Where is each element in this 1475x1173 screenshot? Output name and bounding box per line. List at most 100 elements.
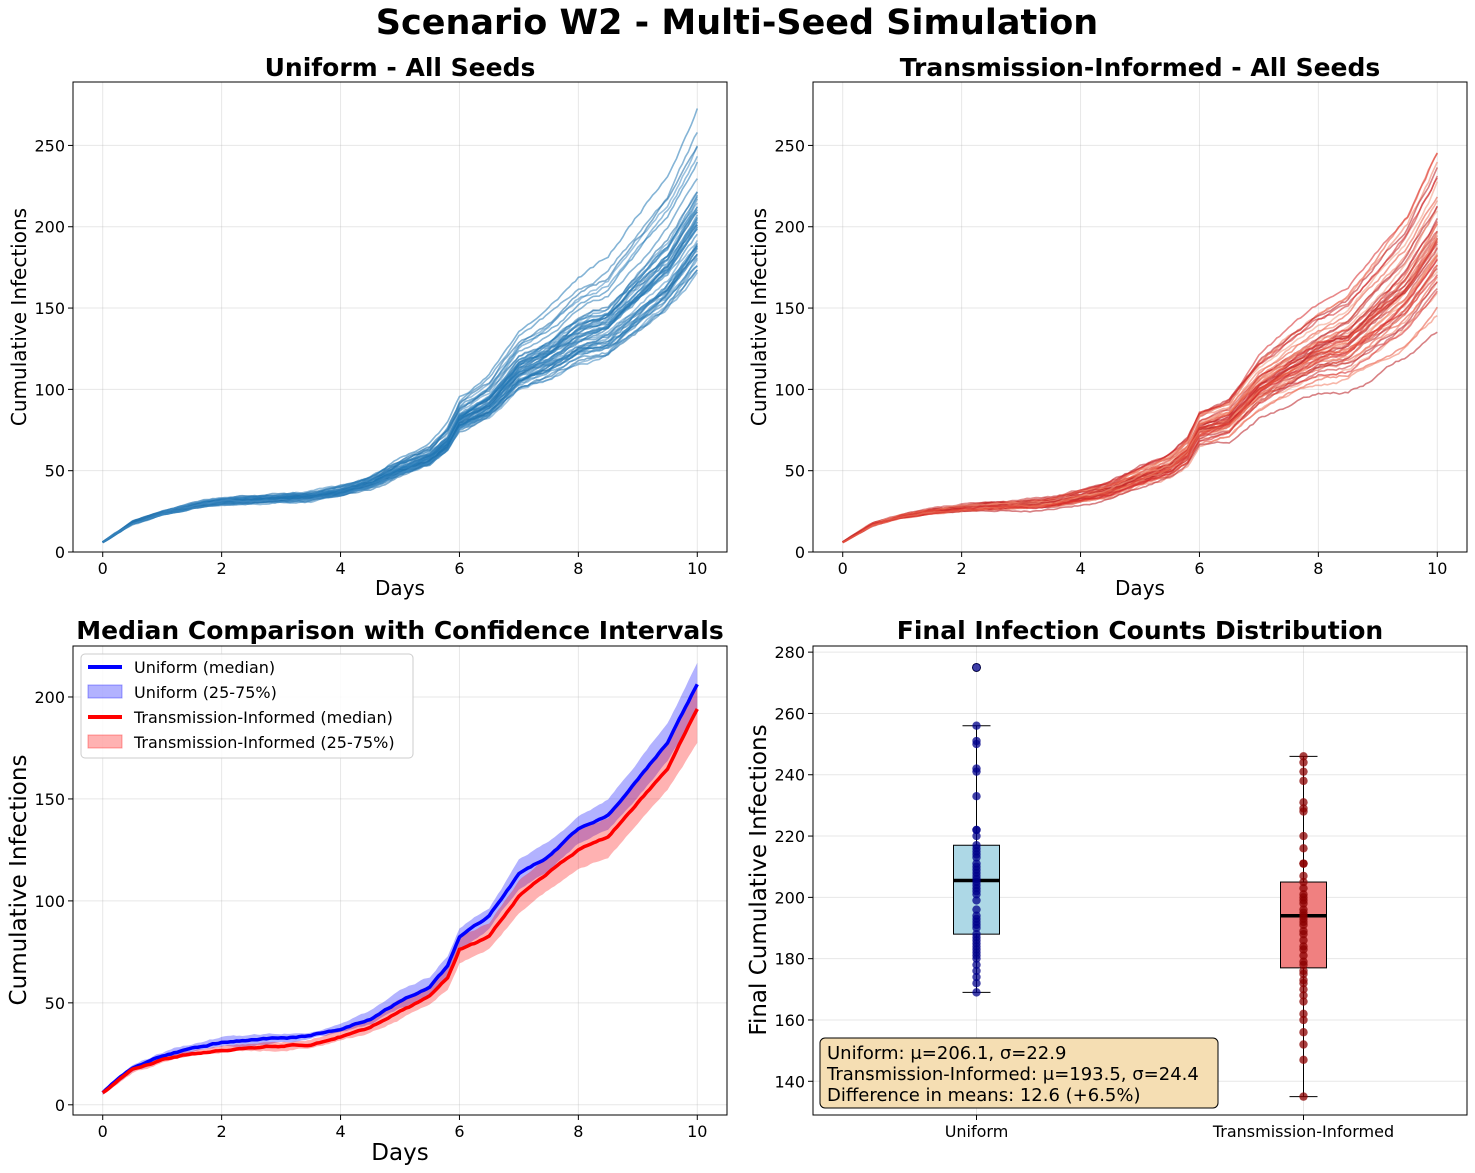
data-point [1299, 807, 1308, 816]
y-tick-label: 50 [45, 462, 65, 481]
ti-all-lines [842, 152, 1439, 544]
y-tick-label: 200 [34, 688, 65, 707]
x-tick-label: 0 [98, 559, 108, 578]
median-xlabel: Days [371, 1140, 428, 1166]
x-tick-label: 2 [217, 1122, 227, 1141]
median-ylabel: Cumulative Infections [6, 755, 32, 1006]
data-point [1299, 1092, 1308, 1101]
data-point [1299, 951, 1308, 960]
x-tick-label: 2 [217, 559, 227, 578]
seed-line [102, 271, 698, 544]
data-point [1299, 969, 1308, 979]
seed-line [842, 258, 1438, 544]
x-tick-label: 10 [687, 559, 707, 578]
data-point [1299, 1015, 1308, 1025]
data-point [1299, 1055, 1308, 1065]
data-point [1299, 767, 1308, 776]
median-plot-frame [72, 645, 728, 1116]
y-tick-label: 50 [785, 462, 805, 481]
y-tick-label: 250 [774, 136, 805, 155]
y-tick-label: 160 [774, 1011, 805, 1030]
median-comparison-panel: Median Comparison with Confidence Interv… [6, 616, 728, 1166]
x-tick-label: Uniform [945, 1122, 1009, 1141]
y-tick-label: 200 [774, 218, 805, 237]
ti-all-xlabel: Days [1115, 576, 1165, 600]
legend-ti-band-swatch [87, 734, 123, 749]
y-tick-label: 200 [774, 888, 805, 907]
x-tick-label: 2 [957, 559, 967, 578]
data-point [972, 960, 981, 969]
y-tick-label: 250 [34, 136, 65, 155]
data-point [1299, 991, 1308, 1000]
y-tick-label: 150 [774, 299, 805, 318]
data-point [972, 767, 981, 776]
data-point [1299, 752, 1308, 761]
legend-uniform-band: Uniform (25-75%) [134, 683, 277, 702]
x-tick-label: 8 [573, 1122, 583, 1141]
final-distribution-title: Final Infection Counts Distribution [897, 616, 1383, 645]
y-tick-label: 140 [774, 1072, 805, 1091]
ti-all-title: Transmission-Informed - All Seeds [900, 53, 1381, 82]
data-point [1299, 798, 1308, 807]
x-tick-label: 6 [454, 1122, 464, 1141]
y-tick-label: 260 [774, 704, 805, 723]
x-tick-label: 8 [573, 559, 583, 578]
legend-ti-band: Transmission-Informed (25-75%) [133, 733, 395, 752]
stats-background [819, 1037, 1219, 1109]
data-point [972, 954, 981, 963]
uniform-all-lines [102, 108, 699, 544]
uniform-median-line [101, 683, 699, 1094]
data-point [972, 663, 981, 672]
x-tick-label: 6 [454, 559, 464, 578]
x-tick-label: 4 [1075, 559, 1085, 578]
y-tick-label: 100 [774, 380, 805, 399]
data-point [1299, 1009, 1308, 1019]
x-tick-label: 10 [1427, 559, 1447, 578]
y-tick-label: 280 [774, 643, 805, 662]
x-tick-label: 0 [98, 1122, 108, 1141]
data-point [1299, 899, 1308, 908]
data-point [972, 825, 981, 835]
box-ticks: 140 160 180 200 220 240 260 280 Uniform Transmiss… [774, 643, 1394, 1141]
data-point [1299, 945, 1308, 954]
ti-all-seeds-panel: Transmission-Informed - All Seeds 0 2 4 6 8 1… [747, 53, 1468, 600]
data-point [972, 966, 981, 976]
uniform-all-title: Uniform - All Seeds [265, 53, 536, 82]
data-point [1299, 871, 1308, 881]
data-point [1299, 929, 1308, 939]
y-tick-label: 100 [34, 892, 65, 911]
data-point [972, 853, 981, 862]
data-point [972, 721, 981, 730]
ti-all-ylabel: Cumulative Infections [747, 208, 771, 426]
data-point [1299, 997, 1308, 1006]
ti-iqr-band [102, 687, 698, 1095]
data-point [1299, 1040, 1308, 1049]
x-tick-label: 4 [335, 1122, 345, 1141]
median-comparison-title: Median Comparison with Confidence Interv… [76, 616, 724, 645]
data-point [1299, 844, 1308, 853]
seed-line [842, 264, 1439, 544]
y-tick-label: 240 [774, 766, 805, 785]
ti-all-plot-frame [812, 81, 1468, 553]
data-point [972, 792, 981, 801]
x-tick-label: 6 [1194, 559, 1204, 578]
data-point [1299, 877, 1308, 887]
data-point [1299, 831, 1308, 841]
uniform-all-ylabel: Cumulative Infections [7, 208, 31, 426]
legend-uniform-band-swatch [87, 684, 123, 699]
y-tick-label: 150 [34, 790, 65, 809]
stats-box: Uniform: μ=206.1, σ=22.9 Transmission-In… [819, 1037, 1219, 1109]
data-point [972, 923, 981, 933]
y-tick-label: 200 [34, 218, 65, 237]
median-legend: Uniform (median) Uniform (25-75%) Transm… [80, 653, 414, 759]
uniform-all-plot-frame [72, 81, 728, 553]
y-tick-label: 100 [34, 380, 65, 399]
data-point [972, 896, 981, 905]
data-point [972, 988, 981, 997]
data-point [1299, 920, 1308, 930]
